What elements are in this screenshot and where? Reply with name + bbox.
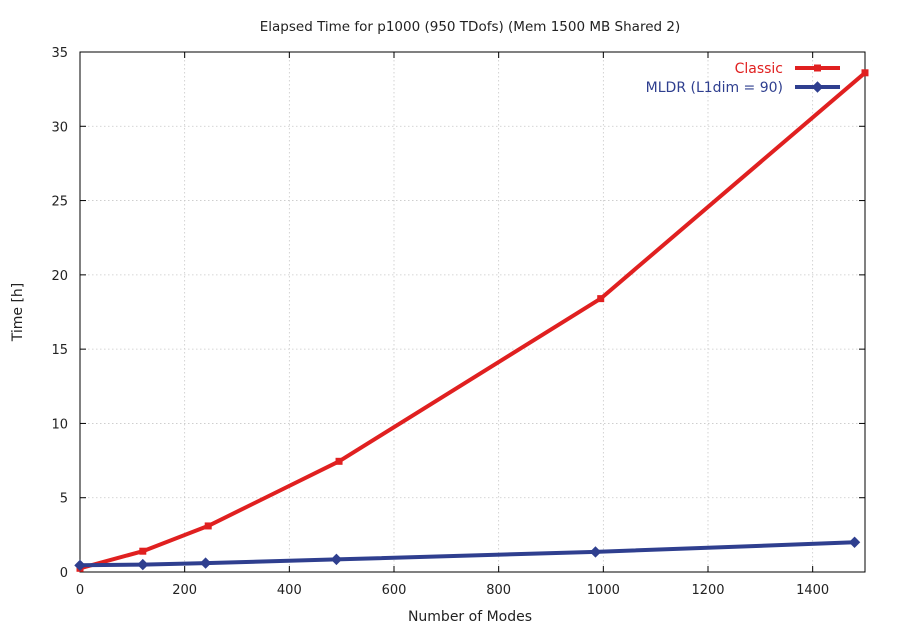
legend-swatch-marker [814,64,821,72]
data-point-classic [861,69,869,77]
legend-label: MLDR (L1dim = 90) [646,80,783,96]
y-tick-label: 5 [60,492,68,507]
legend: Classic MLDR (L1dim = 90) [646,61,840,96]
x-tick-label: 1000 [587,583,620,598]
y-tick-label: 10 [51,417,68,432]
series-classic [76,69,869,572]
data-point-mldr-l1dim-90 [589,546,602,558]
data-point-classic [597,295,605,303]
legend-entry-mldr-l1dim-90: MLDR (L1dim = 90) [646,80,840,96]
y-tick-label: 15 [51,343,68,358]
y-tick-label: 0 [60,566,68,581]
data-point-mldr-l1dim-90 [330,553,343,566]
y-axis-label: Time [h] [10,283,26,343]
y-tick-label: 30 [51,120,68,135]
data-point-classic [335,457,343,465]
x-tick-label: 400 [277,583,302,598]
data-point-mldr-l1dim-90 [199,557,212,569]
x-axis-label: Number of Modes [408,609,532,625]
x-tick-label: 600 [382,583,407,598]
x-tick-label: 0 [76,583,84,598]
series-line-classic [78,70,867,571]
y-tick-label: 35 [51,46,68,61]
legend-label: Classic [735,61,783,77]
series-line-mldr-l1dim-90 [78,540,857,568]
data-point-classic [204,522,212,530]
x-tick-label: 200 [172,583,197,598]
plot-frame [79,51,866,573]
data-point-mldr-l1dim-90 [74,559,86,572]
data-point-classic [139,547,147,555]
axis-ticks: 0 200 400 600 800 1000 1200 1400 0 5 10 15 20 25 30 35 [51,46,865,598]
grid [80,52,865,572]
chart-title: Elapsed Time for p1000 (950 TDofs) (Mem … [260,19,680,35]
legend-entry-classic: Classic [735,61,840,77]
series-group [74,69,869,572]
data-point-mldr-l1dim-90 [848,536,861,548]
x-tick-label: 1400 [796,583,829,598]
x-tick-label: 800 [486,583,511,598]
legend-swatch-marker [811,81,824,93]
y-tick-label: 20 [51,269,68,284]
series-mldr-l1dim-90 [74,536,861,572]
data-point-mldr-l1dim-90 [137,558,149,571]
y-tick-label: 25 [51,195,68,210]
x-tick-label: 1200 [691,583,724,598]
